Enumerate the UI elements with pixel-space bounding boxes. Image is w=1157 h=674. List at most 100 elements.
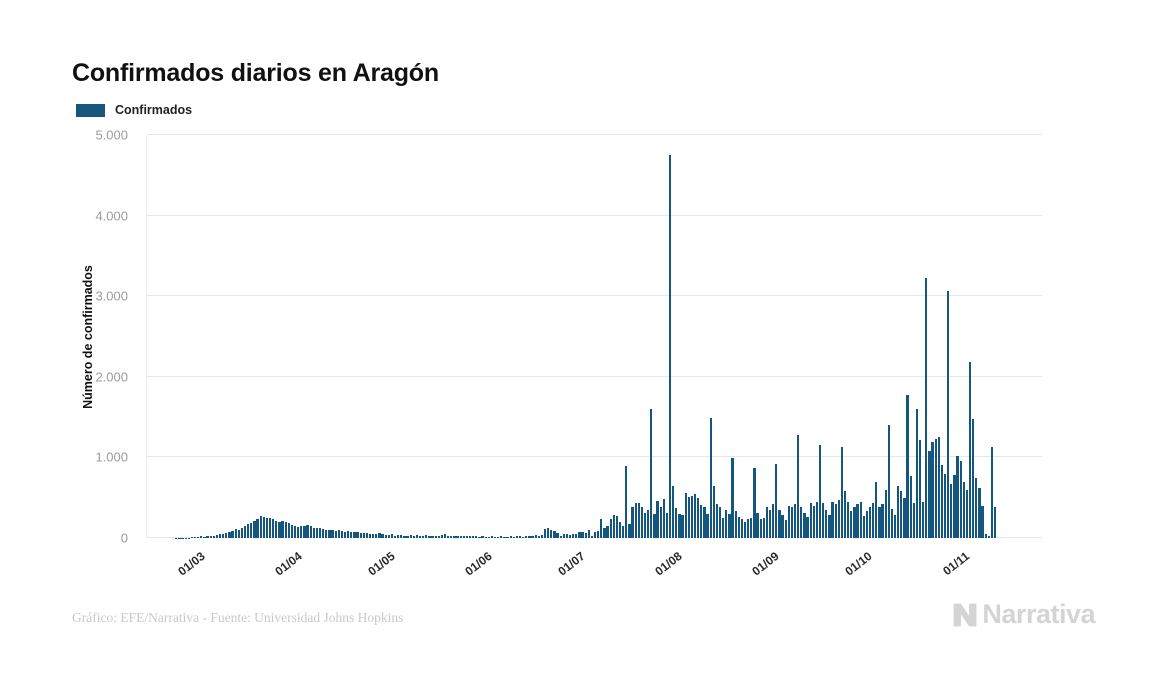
bar — [615, 516, 619, 538]
bar — [815, 501, 819, 538]
gridline — [147, 134, 1042, 135]
x-tick-label: 01/08 — [652, 549, 685, 579]
bar — [543, 529, 547, 538]
bar — [525, 535, 528, 538]
bar — [406, 536, 409, 538]
bar — [393, 535, 397, 538]
bar — [653, 513, 656, 538]
bar — [497, 536, 500, 538]
bar — [456, 536, 459, 538]
bar — [818, 445, 822, 538]
bar — [672, 485, 675, 538]
bar — [703, 507, 706, 538]
bar — [262, 517, 265, 538]
bar — [825, 509, 828, 538]
bar — [472, 536, 475, 538]
bar — [350, 531, 353, 538]
bar — [650, 409, 653, 538]
bar — [268, 517, 272, 538]
bar — [375, 533, 378, 538]
bar — [478, 536, 481, 538]
bar — [250, 522, 253, 538]
bar — [793, 504, 797, 538]
bar — [562, 533, 565, 538]
legend[interactable]: Confirmados — [76, 103, 192, 117]
brand-logo: Narrativa — [952, 599, 1095, 630]
bar — [668, 155, 672, 538]
bar — [597, 530, 600, 538]
bar — [300, 525, 303, 538]
bar — [228, 531, 231, 538]
bar — [475, 535, 478, 538]
bar — [872, 502, 875, 538]
bar — [831, 501, 834, 538]
bar — [893, 514, 897, 538]
bar — [209, 535, 212, 538]
bar — [900, 491, 903, 538]
y-tick-label: 1.000 — [95, 449, 128, 465]
bar — [622, 525, 625, 538]
bar — [856, 504, 859, 538]
bar — [540, 534, 544, 538]
bar — [634, 502, 637, 538]
bar — [675, 507, 678, 538]
bar — [315, 528, 319, 538]
bar — [237, 529, 240, 538]
bar — [281, 521, 284, 538]
chart-title: Confirmados diarios en Aragón — [72, 58, 439, 87]
bar — [768, 509, 772, 538]
bar — [940, 465, 944, 538]
bar — [909, 475, 912, 538]
gridline — [147, 214, 1042, 216]
bar — [506, 537, 509, 538]
bar — [415, 534, 419, 538]
bar — [515, 536, 519, 538]
x-tick-label: 01/06 — [462, 549, 495, 579]
bar — [687, 496, 690, 538]
bar — [809, 503, 812, 538]
bar — [972, 418, 975, 538]
x-tick-label: 01/04 — [272, 549, 305, 579]
bar — [718, 507, 722, 538]
bar — [387, 535, 390, 538]
bar — [690, 496, 694, 538]
bar — [487, 536, 490, 538]
bar — [765, 507, 769, 538]
bar — [784, 520, 787, 538]
bar — [337, 530, 340, 538]
bar — [725, 509, 728, 538]
bar — [278, 521, 281, 538]
bar — [684, 492, 687, 538]
bar — [956, 455, 959, 538]
bar — [484, 537, 487, 538]
bar — [500, 536, 503, 538]
bar — [875, 481, 878, 538]
legend-label: Confirmados — [115, 103, 193, 117]
bar — [612, 515, 615, 538]
bar — [422, 535, 425, 538]
bar — [750, 517, 753, 538]
bar — [881, 504, 884, 538]
bar — [756, 513, 759, 538]
bar — [950, 484, 953, 538]
bar — [800, 506, 803, 538]
bar — [637, 502, 640, 538]
bar — [659, 506, 662, 538]
bar — [812, 505, 815, 538]
bar — [334, 530, 337, 538]
x-tick-label: 01/05 — [365, 549, 398, 579]
bar — [978, 488, 981, 538]
bar — [547, 527, 550, 538]
bar — [984, 533, 987, 538]
bar — [600, 519, 603, 538]
bar — [990, 446, 994, 538]
bar — [193, 537, 197, 538]
bar — [603, 527, 606, 538]
bar — [240, 527, 244, 538]
brand-wordmark: Narrativa — [982, 599, 1095, 629]
bar — [328, 529, 331, 538]
bar — [753, 467, 756, 538]
bar — [418, 536, 422, 538]
bar — [778, 509, 781, 538]
bar — [518, 536, 522, 538]
